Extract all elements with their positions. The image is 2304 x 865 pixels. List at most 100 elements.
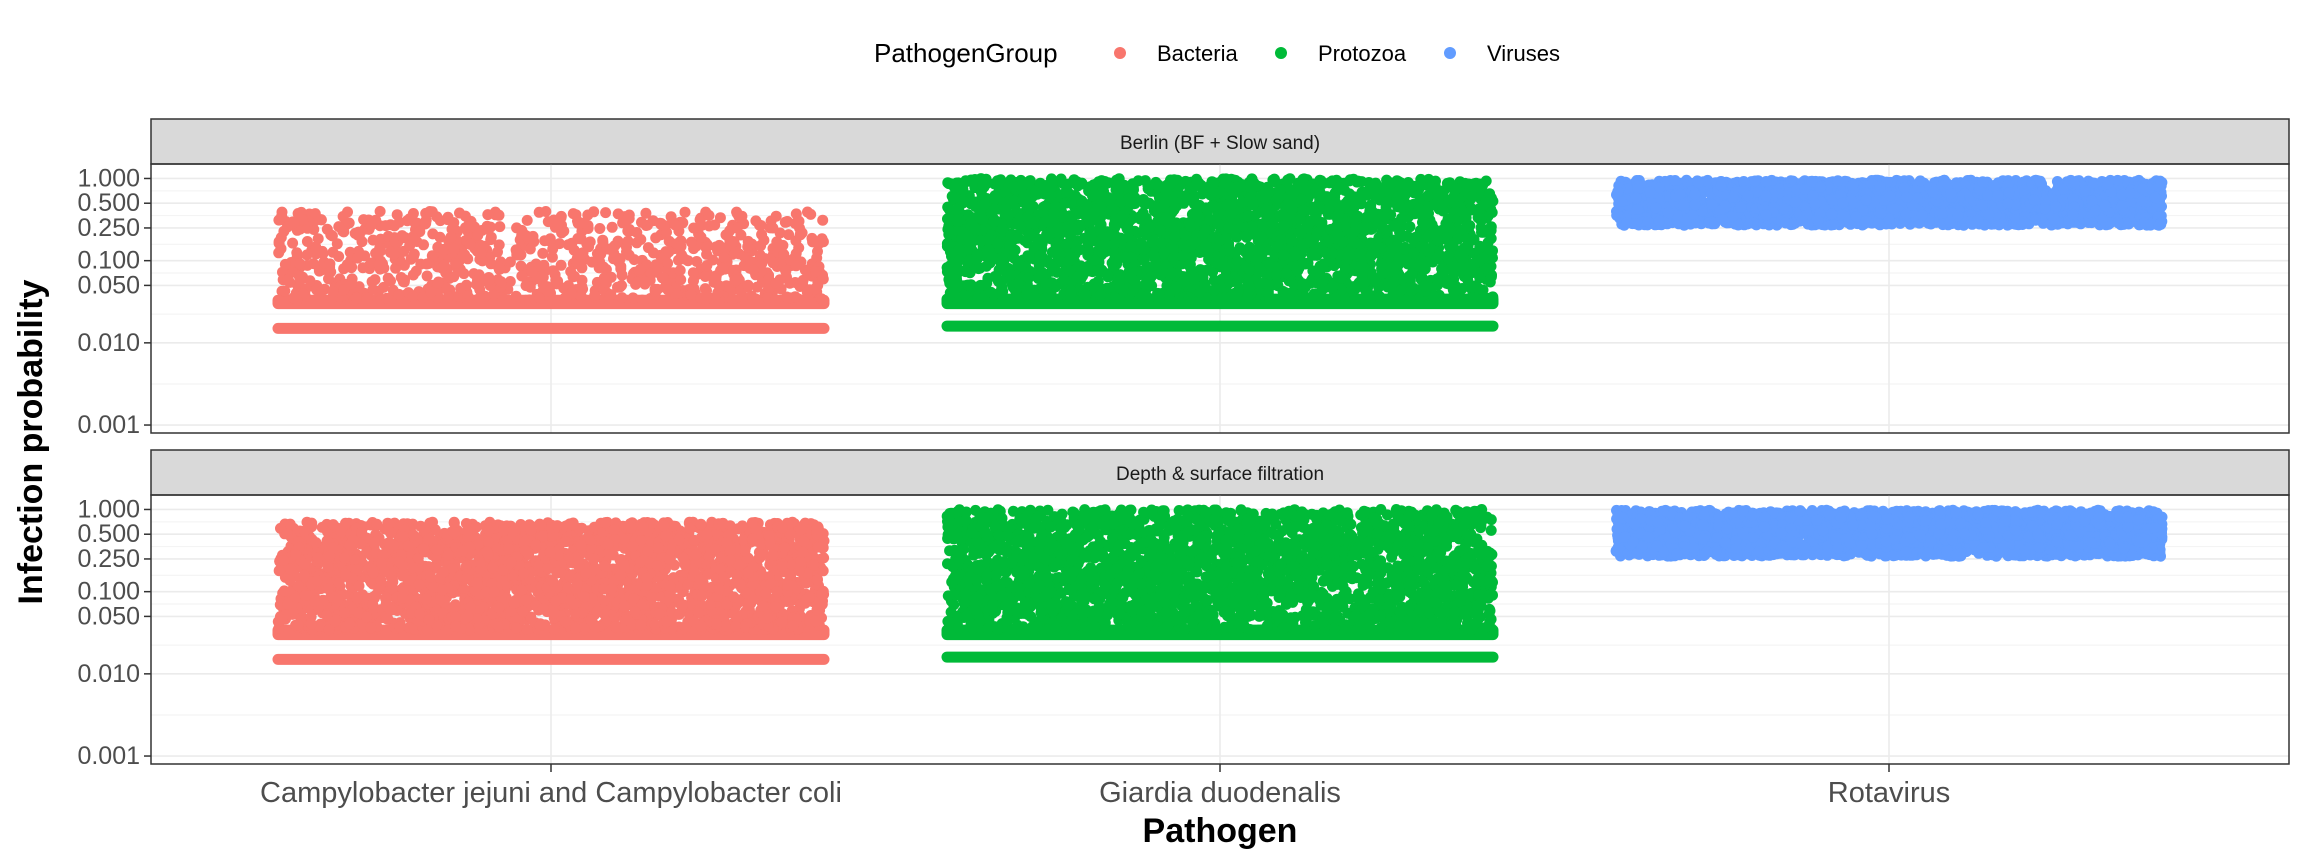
data-point [1102, 177, 1114, 189]
data-point [784, 277, 796, 289]
data-point [570, 209, 582, 221]
data-point [325, 229, 337, 241]
data-point [1088, 207, 1100, 219]
data-point [1052, 223, 1064, 235]
data-point [533, 292, 545, 304]
data-point [600, 207, 612, 219]
data-point [789, 291, 801, 303]
data-point [279, 258, 291, 270]
data-point [1282, 174, 1294, 186]
data-point [703, 210, 715, 221]
series-protozoa [941, 173, 1499, 332]
legend-label-protozoa: Protozoa [1318, 41, 1407, 66]
data-point [1278, 249, 1289, 261]
data-point [675, 274, 687, 286]
data-point [393, 288, 405, 300]
data-point [992, 238, 1004, 250]
data-point [1223, 222, 1235, 234]
data-point [718, 251, 730, 263]
data-point [1015, 260, 1027, 272]
data-point [1418, 263, 1430, 275]
data-point [988, 215, 1000, 227]
data-point [770, 210, 782, 222]
data-point [1442, 213, 1454, 225]
data-point [1177, 250, 1189, 262]
data-point [1437, 266, 1449, 278]
data-point [962, 279, 974, 291]
data-point [790, 260, 802, 272]
data-point [789, 218, 801, 229]
data-point [1168, 174, 1180, 186]
data-point [495, 276, 507, 288]
data-point [1352, 210, 1364, 222]
data-point [425, 286, 437, 298]
data-point [367, 234, 379, 246]
data-point [573, 248, 584, 260]
data-point [494, 221, 506, 233]
facet-strip [150, 118, 2290, 165]
data-point [397, 232, 409, 244]
data-point [565, 266, 577, 277]
data-point [1142, 274, 1154, 286]
data-point [521, 214, 533, 226]
data-point [576, 262, 588, 274]
data-point [949, 277, 961, 289]
data-point [1034, 250, 1046, 262]
data-point [526, 266, 538, 278]
data-point [1046, 277, 1058, 289]
data-point [1318, 258, 1330, 270]
data-point [1026, 218, 1038, 230]
data-point [450, 258, 462, 269]
data-point [1016, 180, 1028, 192]
data-point [963, 232, 974, 243]
data-point [361, 294, 373, 306]
data-point [1115, 212, 1127, 224]
data-point [1281, 267, 1292, 279]
data-point [1243, 281, 1255, 293]
data-point [1410, 231, 1422, 243]
data-point [979, 198, 990, 210]
data-point [1385, 177, 1397, 189]
data-point [687, 275, 699, 287]
data-point [432, 277, 444, 289]
data-point [1297, 257, 1309, 269]
data-point [1012, 232, 1024, 244]
data-point [1191, 178, 1203, 190]
data-point [1485, 233, 1497, 244]
data-point [1354, 247, 1366, 259]
data-point [1252, 235, 1264, 247]
data-point [1123, 193, 1135, 205]
data-point [1342, 250, 1354, 262]
data-point [1274, 184, 1286, 196]
data-point [1030, 186, 1042, 198]
data-point [636, 216, 647, 228]
data-point [1114, 282, 1126, 294]
data-point [1155, 269, 1166, 281]
data-point [1159, 215, 1171, 226]
data-point [594, 223, 606, 234]
data-point [1476, 226, 1487, 238]
data-point [291, 247, 303, 259]
data-point [941, 238, 953, 249]
data-point [1356, 259, 1368, 270]
data-point [1339, 198, 1351, 210]
data-point [714, 212, 726, 224]
data-point [494, 263, 506, 275]
data-point [1169, 231, 1181, 243]
data-point [1419, 242, 1431, 254]
data-point [1168, 196, 1179, 208]
data-point [1286, 203, 1298, 215]
data-point [1010, 292, 1022, 303]
data-point [1423, 207, 1434, 219]
data-point [583, 241, 595, 253]
data-point [288, 217, 300, 229]
data-point [597, 236, 609, 248]
data-point [953, 243, 965, 255]
data-point [474, 292, 486, 304]
data-point [1065, 288, 1077, 299]
data-point [1102, 269, 1114, 281]
data-point [781, 291, 793, 303]
data-point [391, 209, 403, 221]
baseline-band [941, 320, 1499, 332]
